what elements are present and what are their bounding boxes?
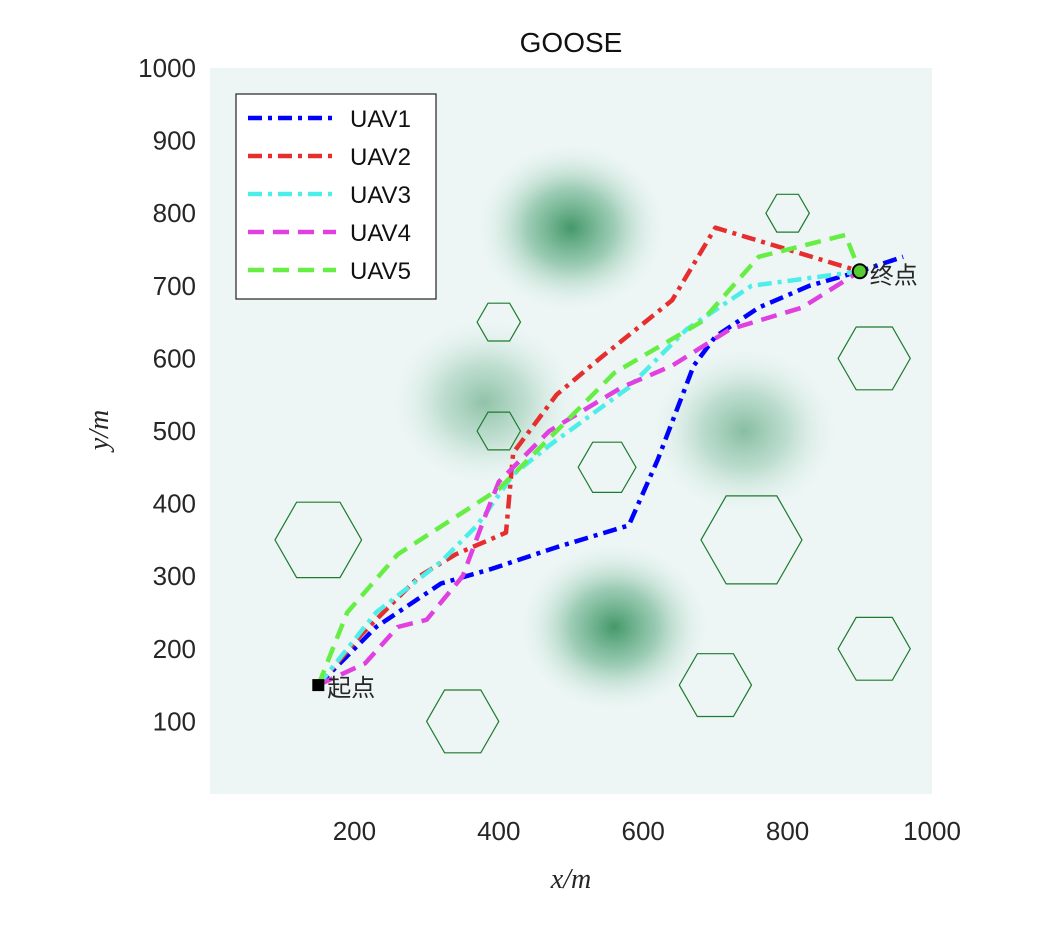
legend-label-uav5: UAV5: [350, 258, 411, 285]
obstacle-6: [678, 653, 753, 718]
obstacles-layer: [274, 193, 911, 754]
y-tick-label-500: 500: [153, 416, 196, 446]
obstacle-2: [425, 689, 500, 754]
x-tick-label-600: 600: [622, 816, 665, 846]
y-tick-label-100: 100: [153, 706, 196, 736]
obstacle-5: [577, 441, 637, 493]
x-axis-label: x/m: [550, 864, 591, 895]
x-tick-labels: 200 400 600 800 1000: [333, 816, 961, 846]
obstacle-9: [837, 326, 911, 391]
legend-label-uav2: UAV2: [350, 144, 411, 171]
y-tick-label-600: 600: [153, 343, 196, 373]
terrain-peak-4: [646, 343, 842, 519]
y-tick-labels: 100 200 300 400 500 600 700 800 900 1000: [138, 53, 196, 736]
series-line-uav4: [317, 269, 861, 688]
legend-label-uav1: UAV1: [350, 106, 411, 133]
y-tick-label-700: 700: [153, 271, 196, 301]
series-line-uav2: [316, 225, 861, 687]
series-line-uav1: [316, 254, 904, 687]
series-layer: [316, 225, 904, 688]
obstacle-3: [476, 302, 522, 342]
end-label: 终点: [870, 261, 918, 289]
y-tick-label-900: 900: [153, 126, 196, 156]
y-tick-label-400: 400: [153, 489, 196, 519]
terrain-peak-2: [516, 539, 712, 715]
legend: UAV1 UAV2 UAV3 UAV4 UAV5: [235, 93, 437, 300]
start-marker: [312, 679, 325, 692]
obstacle-1: [274, 501, 363, 579]
markers-layer: 起点 终点: [312, 261, 918, 702]
x-tick-label-800: 800: [766, 816, 809, 846]
legend-label-uav3: UAV3: [350, 182, 411, 209]
end-marker: [851, 263, 868, 280]
obstacle-8: [765, 193, 810, 233]
series-line-uav3: [316, 269, 861, 687]
x-tick-label-1000: 1000: [903, 816, 961, 846]
legend-box: [235, 93, 437, 300]
start-label: 起点: [327, 674, 375, 702]
obstacle-4: [476, 411, 522, 451]
y-tick-label-300: 300: [153, 561, 196, 591]
chart-title: GOOSE: [520, 27, 623, 58]
y-axis-label: y/m: [84, 410, 115, 453]
obstacle-7: [700, 495, 803, 585]
y-tick-label-1000: 1000: [138, 53, 196, 83]
y-tick-label-800: 800: [153, 198, 196, 228]
y-tick-label-200: 200: [153, 634, 196, 664]
obstacle-10: [837, 616, 911, 681]
terrain-peak-1: [473, 140, 669, 315]
x-tick-label-200: 200: [333, 816, 376, 846]
legend-label-uav4: UAV4: [350, 220, 411, 247]
x-tick-label-400: 400: [477, 816, 520, 846]
terrain-layer: [386, 140, 842, 715]
